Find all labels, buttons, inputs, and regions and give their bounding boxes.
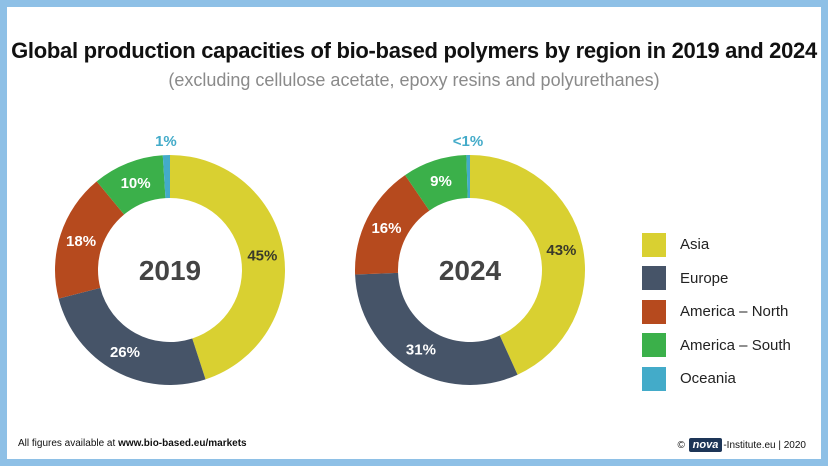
copyright-symbol: © [677, 439, 685, 451]
footer-copyright-suffix: -Institute.eu | 2020 [723, 439, 806, 451]
infographic-card [7, 7, 821, 459]
nova-logo: nova [688, 438, 723, 452]
donut-slice-2019-america-south [96, 155, 166, 215]
legend-label-europe: Europe [680, 269, 729, 287]
donut-slice-2024-europe [355, 272, 518, 385]
donut-slice-2019-europe [58, 287, 206, 385]
data-label-2019-america-north: 18% [66, 233, 96, 250]
donut-slice-2024-america-south [405, 155, 468, 211]
legend-swatch-oceania [642, 366, 666, 391]
data-label-2019-europe: 26% [110, 344, 140, 361]
donut-center-label-2019: 2019 [139, 255, 201, 286]
legend-swatch-america-north [642, 299, 666, 324]
legend-label-oceania: Oceania [680, 370, 736, 388]
donut-slice-2019-asia [170, 155, 285, 380]
data-label-2019-asia: 45% [247, 247, 277, 264]
donut-center-label-2024: 2024 [439, 255, 502, 286]
legend-item-america-south: America – South [642, 329, 791, 363]
legend-item-america-north: America – North [642, 295, 791, 329]
donut-slice-2024-oceania [466, 155, 470, 199]
legend: Asia Europe America – North America – So… [642, 228, 791, 396]
donut-slice-2024-america-north [355, 175, 430, 275]
footer-source-link[interactable]: www.bio-based.eu/markets [118, 438, 247, 449]
legend-swatch-asia [642, 232, 666, 257]
legend-swatch-america-south [642, 333, 666, 358]
legend-item-asia: Asia [642, 228, 791, 262]
legend-label-asia: Asia [680, 236, 710, 254]
legend-label-america-north: America – North [680, 303, 789, 321]
data-label-2024-asia: 43% [546, 242, 576, 259]
data-label-2024-europe: 31% [406, 342, 436, 359]
legend-swatch-europe [642, 266, 666, 291]
footer-source: All figures available at www.bio-based.e… [18, 438, 247, 449]
chart-title: Global production capacities of bio-base… [11, 38, 817, 63]
data-label-2024-america-north: 16% [371, 220, 401, 237]
data-label-2019-oceania: 1% [155, 133, 177, 150]
legend-label-america-south: America – South [680, 336, 791, 354]
donut-slice-2019-america-north [55, 181, 125, 299]
donut-slice-2019-oceania [162, 155, 170, 199]
legend-item-oceania: Oceania [642, 362, 791, 396]
footer-source-prefix: All figures available at [18, 438, 119, 449]
data-label-2024-oceania: <1% [453, 133, 483, 150]
chart-subtitle: (excluding cellulose acetate, epoxy resi… [168, 70, 660, 90]
donut-slice-2024-asia [470, 155, 585, 375]
data-label-2019-america-south: 10% [121, 175, 151, 192]
data-label-2024-america-south: 9% [430, 173, 452, 190]
legend-item-europe: Europe [642, 262, 791, 296]
footer-copyright: © nova -Institute.eu | 2020 [677, 438, 806, 452]
